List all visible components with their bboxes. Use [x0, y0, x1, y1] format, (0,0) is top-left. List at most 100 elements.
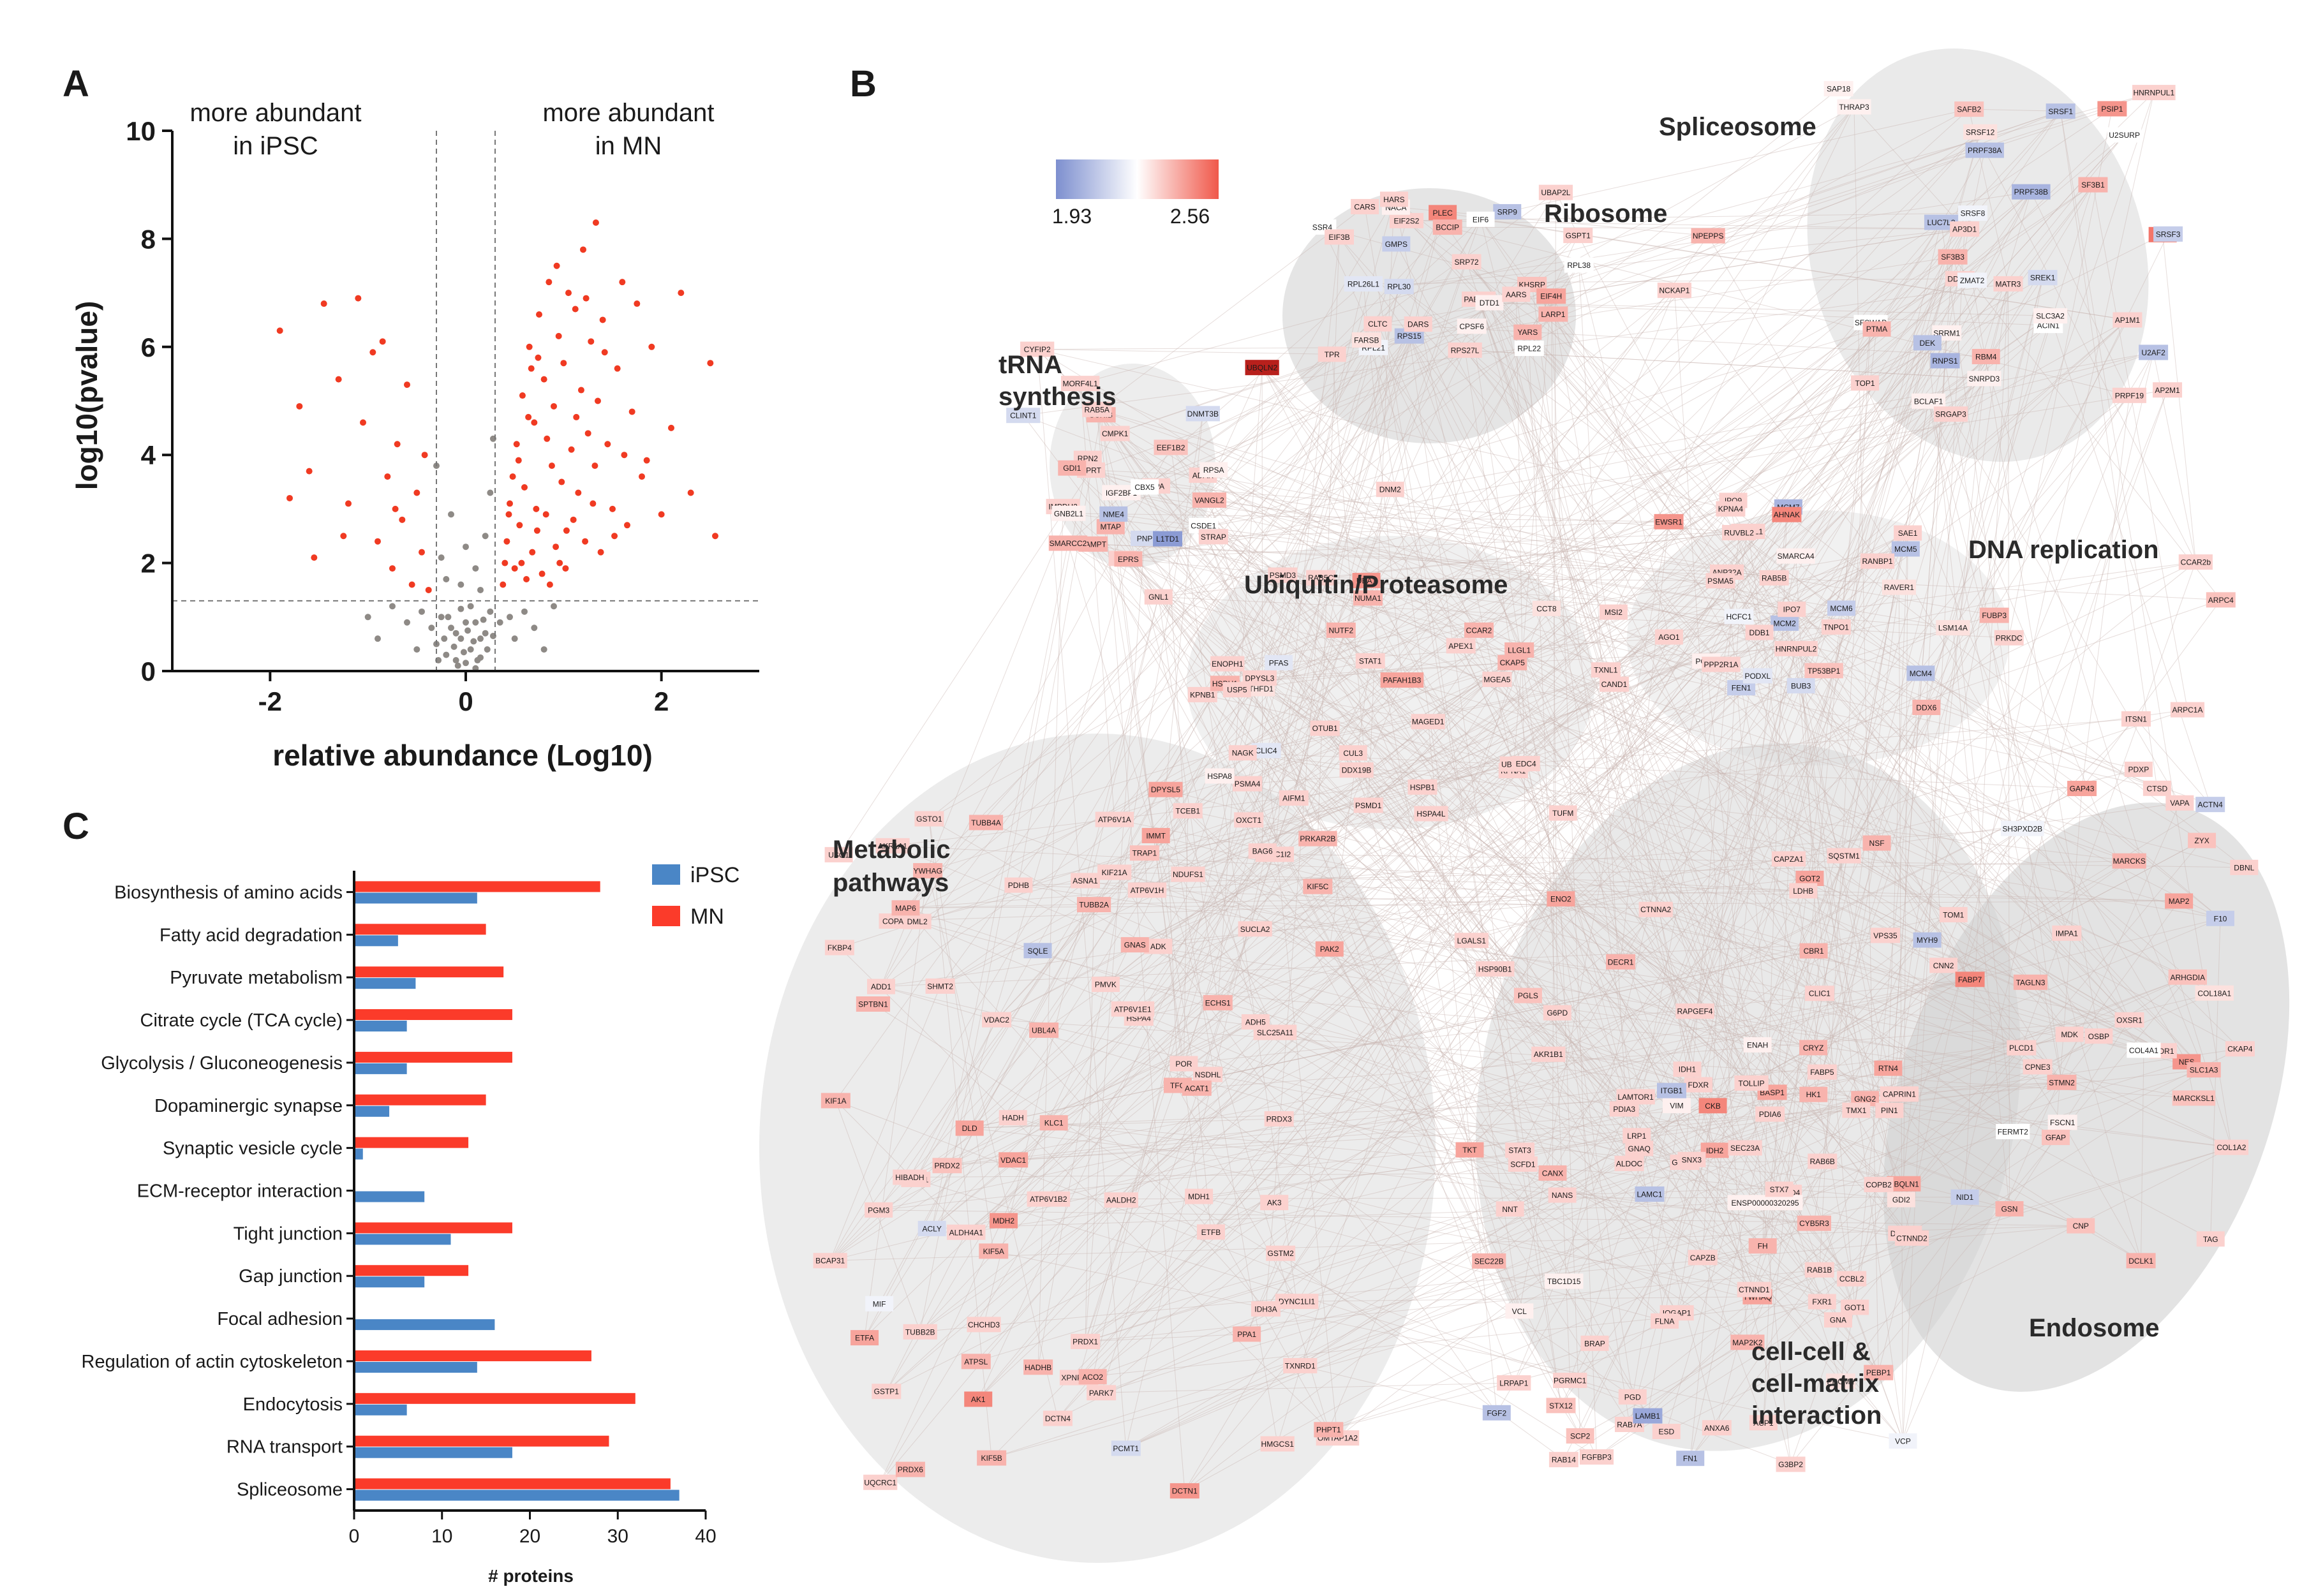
- network-node[interactable]: RNPS1: [1930, 353, 1960, 369]
- network-node[interactable]: DNM2: [1376, 482, 1404, 498]
- network-node[interactable]: TBC1D15: [1545, 1273, 1584, 1289]
- network-node[interactable]: COL4A1: [2127, 1042, 2161, 1058]
- network-node[interactable]: MCM6: [1827, 600, 1856, 616]
- network-node[interactable]: MAP2K2: [1730, 1334, 1765, 1350]
- network-node[interactable]: AKR1A1: [875, 838, 910, 853]
- network-node[interactable]: U2AF2: [2139, 344, 2169, 360]
- network-node[interactable]: NUTF2: [1326, 622, 1356, 638]
- network-node[interactable]: SMARCC2: [1048, 535, 1088, 551]
- network-node[interactable]: PFAS: [1265, 654, 1293, 670]
- network-node[interactable]: NUMA1: [1353, 590, 1383, 606]
- network-node[interactable]: FDXR: [1684, 1077, 1712, 1093]
- network-node[interactable]: ENO2: [1547, 891, 1575, 907]
- network-node[interactable]: RAVER1: [1882, 579, 1916, 595]
- network-node[interactable]: SLC25A11: [1253, 1024, 1297, 1040]
- network-node[interactable]: FSCN1: [2047, 1114, 2077, 1130]
- network-node[interactable]: ACP1: [1749, 1415, 1778, 1431]
- network-node[interactable]: UQCRC1: [863, 1474, 898, 1490]
- network-node[interactable]: MDH1: [1185, 1188, 1214, 1204]
- network-node[interactable]: PAFAH1B3: [1380, 672, 1424, 688]
- network-node[interactable]: ARPC4: [2206, 592, 2236, 608]
- network-node[interactable]: MYH9: [1913, 932, 1942, 948]
- network-node[interactable]: DDX19B: [1339, 762, 1374, 778]
- network-node[interactable]: PPP2R1A: [1702, 656, 1741, 672]
- network-node[interactable]: DECR1: [1606, 954, 1636, 970]
- network-node[interactable]: SCP2: [1566, 1428, 1594, 1444]
- network-node[interactable]: DDB1: [1745, 624, 1774, 640]
- network-node[interactable]: F10: [2206, 910, 2234, 926]
- network-node[interactable]: PRKAR2B: [1298, 831, 1337, 846]
- network-node[interactable]: DCTN1: [1170, 1483, 1199, 1499]
- network-node[interactable]: ACTN4: [2195, 797, 2225, 813]
- network-node[interactable]: CNN2: [1929, 957, 1958, 973]
- network-node[interactable]: USO1: [824, 846, 853, 862]
- network-node[interactable]: CTNND2: [1894, 1230, 1929, 1246]
- network-node[interactable]: MARCKSL1: [2172, 1090, 2216, 1106]
- network-node[interactable]: VANGL2: [1192, 492, 1227, 508]
- network-node[interactable]: RANBP1: [1860, 553, 1895, 569]
- network-node[interactable]: CTSD: [2142, 780, 2171, 796]
- network-node[interactable]: LSM14A: [1936, 620, 1970, 636]
- network-node[interactable]: SRGAP3: [1933, 406, 1968, 422]
- network-node[interactable]: NAGK: [1228, 745, 1257, 761]
- network-node[interactable]: KIF5A: [979, 1243, 1009, 1259]
- network-node[interactable]: SF3B3: [1938, 249, 1968, 265]
- network-node[interactable]: BCCIP: [1432, 219, 1462, 235]
- network-node[interactable]: UBQLN1: [1887, 1176, 1921, 1192]
- network-node[interactable]: TUBB2B: [903, 1324, 937, 1340]
- network-node[interactable]: RAB6B: [1808, 1153, 1838, 1169]
- network-node[interactable]: DBNL: [2230, 859, 2259, 875]
- network-node[interactable]: SF3B1: [2078, 177, 2108, 193]
- network-node[interactable]: CLTC: [1363, 316, 1392, 332]
- network-node[interactable]: GNAS: [1120, 937, 1149, 953]
- network-node[interactable]: GNL1: [1144, 589, 1173, 605]
- network-node[interactable]: LRPAP1: [1497, 1375, 1531, 1391]
- network-node[interactable]: PHPT1: [1314, 1422, 1344, 1438]
- network-node[interactable]: MSI2: [1599, 604, 1628, 620]
- network-node[interactable]: FUBP3: [1979, 607, 2009, 623]
- network-node[interactable]: GAP43: [2067, 781, 2097, 797]
- network-node[interactable]: HARS: [1379, 191, 1408, 207]
- network-node[interactable]: GNB2L1: [1051, 505, 1086, 521]
- network-node[interactable]: ITGB1: [1657, 1082, 1687, 1098]
- network-node[interactable]: ATP6V1E1: [1111, 1001, 1155, 1017]
- network-node[interactable]: HSPA4L: [1414, 806, 1448, 822]
- network-node[interactable]: NNT: [1496, 1201, 1524, 1217]
- network-node[interactable]: KIF21A: [1097, 864, 1132, 880]
- network-node[interactable]: DTD1: [1475, 295, 1504, 311]
- network-node[interactable]: SRSF8: [1957, 205, 1987, 221]
- network-node[interactable]: TUBB2A: [1076, 897, 1111, 913]
- network-node[interactable]: YWHAG: [913, 863, 943, 879]
- network-node[interactable]: NID1: [1950, 1189, 1979, 1205]
- network-node[interactable]: DYNC1LI1: [1275, 1294, 1319, 1310]
- network-node[interactable]: MIF: [865, 1296, 894, 1312]
- network-node[interactable]: CPNE3: [2023, 1059, 2053, 1075]
- network-node[interactable]: AP1M1: [2113, 312, 2142, 328]
- network-node[interactable]: OXSR1: [2114, 1012, 2144, 1028]
- network-node[interactable]: TRAP1: [1129, 845, 1159, 861]
- network-node[interactable]: ATP6V1H: [1127, 882, 1167, 898]
- network-node[interactable]: LGALS1: [1454, 933, 1489, 949]
- network-node[interactable]: ALDH4A1: [947, 1224, 986, 1240]
- network-node[interactable]: GDI1: [1058, 460, 1087, 476]
- network-node[interactable]: PRPF19: [2112, 387, 2147, 403]
- network-node[interactable]: MARCKS: [2112, 853, 2146, 869]
- network-node[interactable]: EPRS: [1114, 551, 1143, 567]
- network-node[interactable]: PRPF38A: [1965, 142, 2004, 158]
- network-node[interactable]: TPR: [1318, 346, 1346, 362]
- network-node[interactable]: TMX1: [1842, 1102, 1871, 1118]
- network-node[interactable]: TXNL1: [1591, 662, 1621, 678]
- network-node[interactable]: VIM: [1662, 1098, 1691, 1114]
- network-node[interactable]: EEF1B2: [1154, 440, 1188, 455]
- network-node[interactable]: CYB5R3: [1797, 1215, 1832, 1231]
- network-node[interactable]: AP2M1: [2153, 382, 2183, 398]
- network-node[interactable]: SNRPD3: [1967, 371, 2001, 387]
- network-node[interactable]: ARHGDIA: [2168, 969, 2207, 985]
- network-node[interactable]: OTUB1: [1310, 720, 1340, 736]
- network-node[interactable]: PIN1: [1875, 1102, 1904, 1118]
- network-node[interactable]: SH3PXD2B: [2000, 820, 2044, 836]
- network-node[interactable]: PARK7: [1087, 1385, 1117, 1401]
- network-node[interactable]: ARPC1A: [2170, 702, 2205, 718]
- network-node[interactable]: SAP18: [1823, 81, 1853, 97]
- network-node[interactable]: SRSF3: [2153, 226, 2183, 242]
